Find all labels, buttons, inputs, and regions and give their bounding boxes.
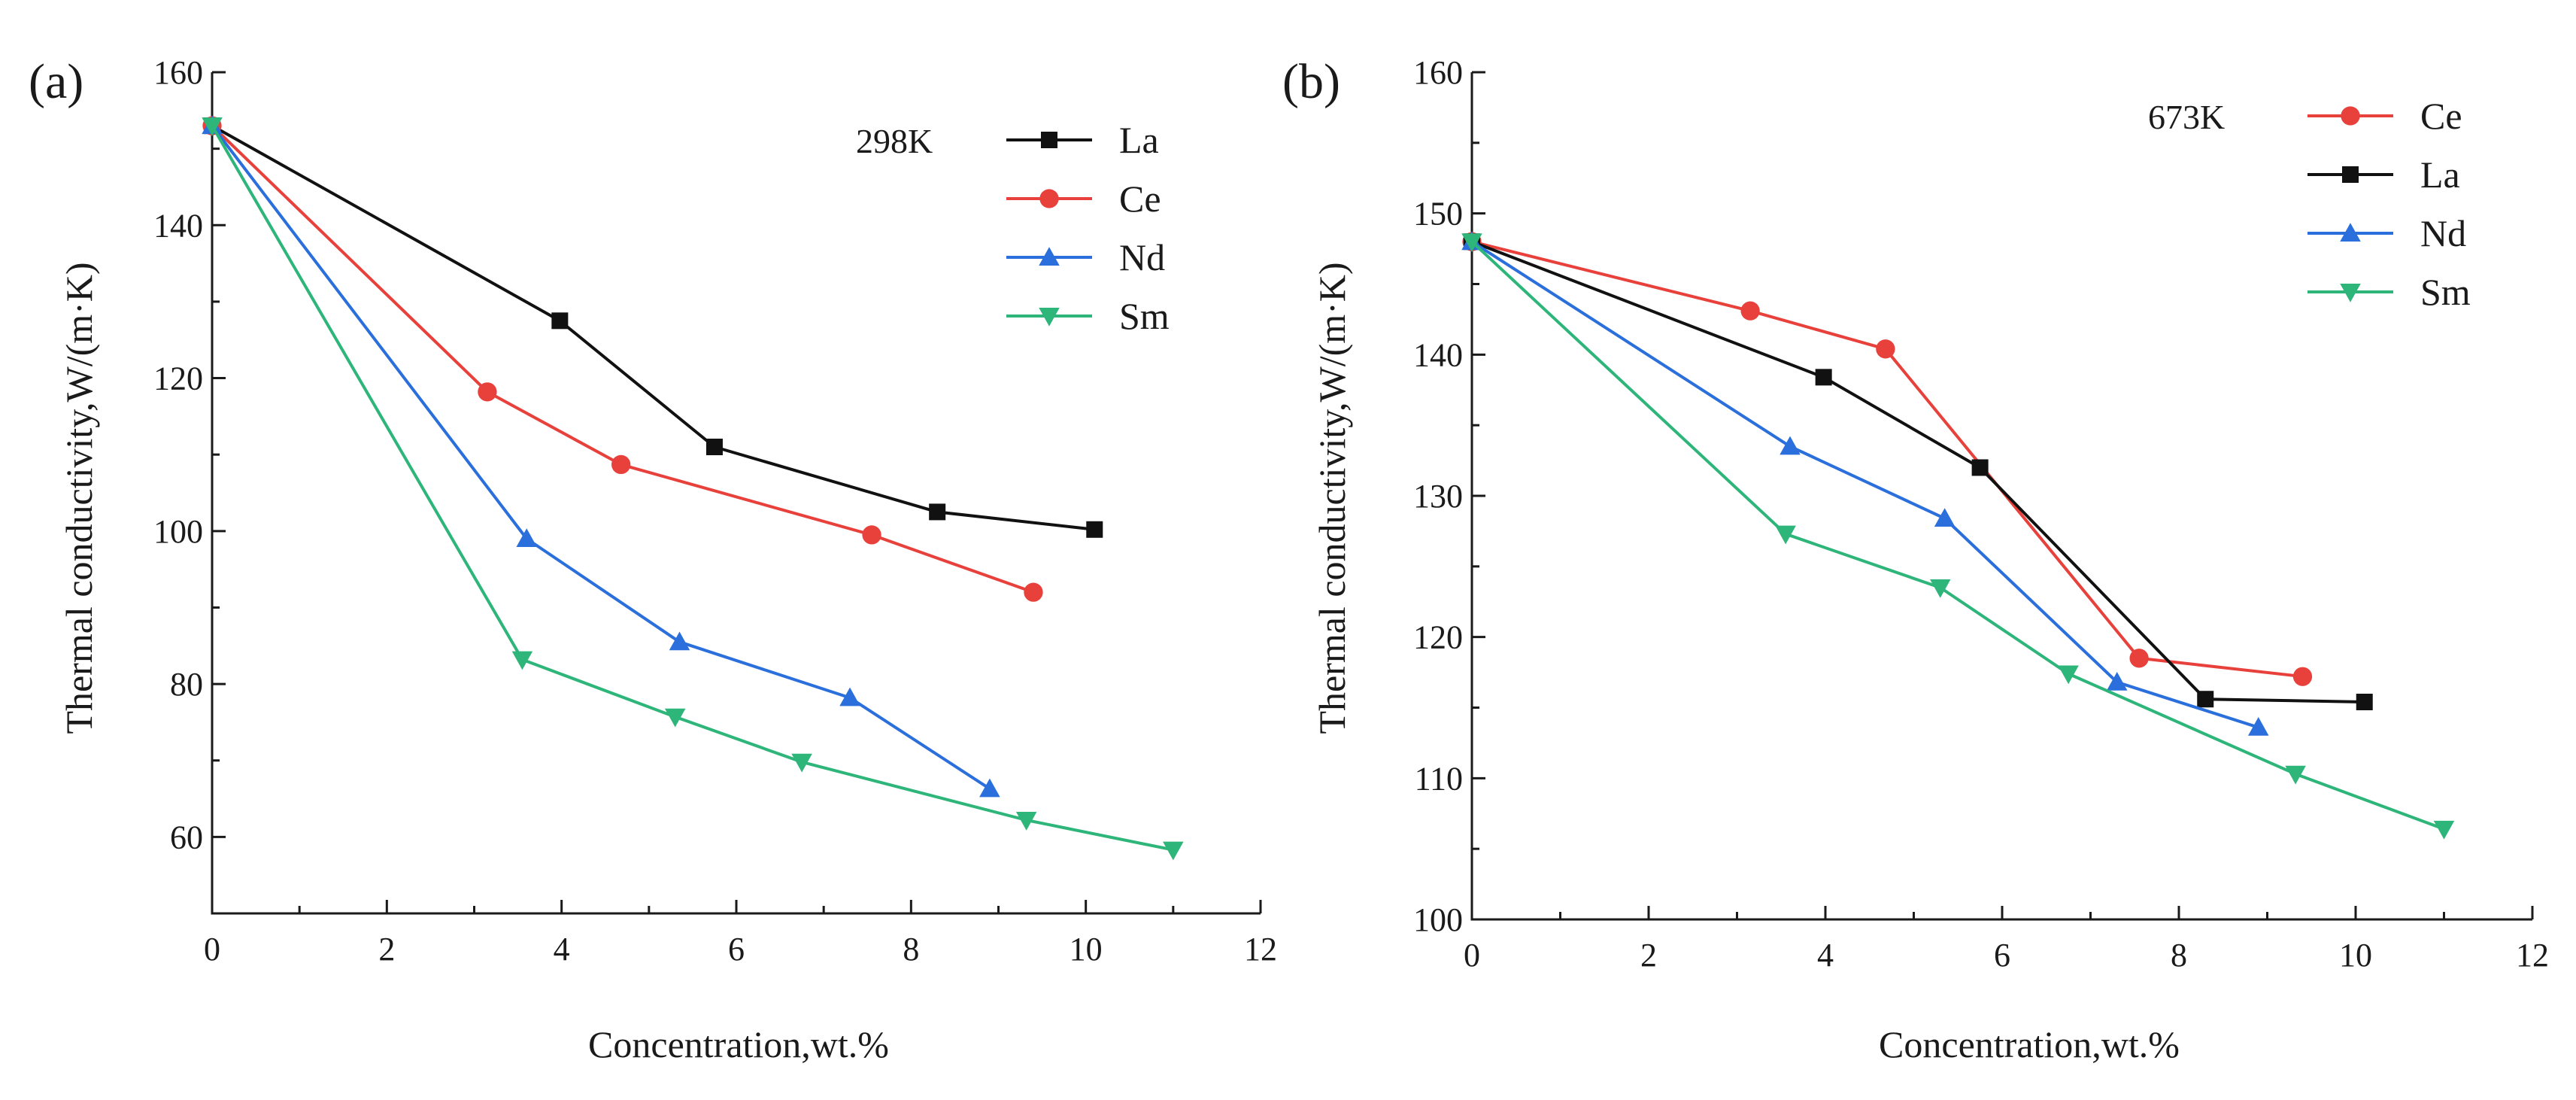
series-line-sm-a: [211, 125, 1174, 852]
data-point-la-a: [705, 439, 723, 456]
y-tick-label-a: 100: [153, 513, 203, 550]
data-point-nd-a: [839, 687, 860, 706]
panel-a: (a) Thermal conductivity,W/(m·K) Concent…: [29, 54, 1277, 1065]
data-point-nd-b: [2248, 717, 2269, 736]
x-tick-label-b: 0: [1464, 937, 1480, 974]
y-tick-label-b: 130: [1413, 478, 1463, 515]
y-tick-label-a: 60: [170, 819, 203, 855]
data-point-sm-b: [2058, 665, 2079, 685]
x-tick-label-b: 6: [1994, 937, 2010, 974]
data-point-ce-b: [1876, 339, 1895, 359]
temperature-label-b: 673K: [2148, 98, 2225, 136]
legend-label-sm-a: Sm: [1119, 295, 1170, 337]
x-axis-title-a: Concentration,wt.%: [588, 1023, 889, 1065]
data-point-sm-a: [1015, 812, 1037, 831]
legend-marker-sm-b: [2340, 284, 2361, 302]
data-point-sm-b: [2285, 765, 2306, 785]
x-axis-title-b: Concentration,wt.%: [1879, 1023, 2180, 1065]
x-tick-label-a: 2: [378, 931, 395, 968]
legend-marker-ce-b: [2341, 106, 2360, 126]
legend-label-nd-a: Nd: [1119, 236, 1165, 278]
data-point-nd-b: [1934, 508, 1956, 527]
legend-label-sm-b: Sm: [2420, 271, 2471, 313]
series-line-sm-b: [1470, 240, 2445, 831]
x-tick-label-b: 10: [2339, 937, 2372, 974]
y-tick-label-a: 160: [153, 54, 203, 91]
data-point-la-b: [2197, 691, 2214, 708]
x-tick-label-a: 6: [728, 931, 745, 968]
data-point-nd-a: [516, 528, 537, 547]
data-point-sm-b: [1461, 233, 1482, 252]
x-tick-label-a: 12: [1244, 931, 1277, 968]
x-tick-label-b: 4: [1817, 937, 1834, 974]
legend-label-ce-a: Ce: [1119, 178, 1161, 220]
temperature-label-a: 298K: [856, 122, 933, 160]
data-point-la-b: [1815, 369, 1832, 386]
legend-marker-nd-b: [2340, 223, 2361, 242]
y-tick-label-b: 160: [1413, 54, 1463, 91]
y-tick-label-b: 100: [1413, 901, 1463, 938]
legend-marker-nd-a: [1039, 247, 1060, 266]
legend-marker-ce-a: [1039, 189, 1059, 208]
panel-b: (b) Thermal conductivity,W/(m·K) Concent…: [1282, 54, 2549, 1065]
data-point-ce-b: [2292, 667, 2313, 686]
data-point-sm-a: [1163, 841, 1184, 861]
legend-marker-la-b: [2342, 166, 2359, 183]
data-point-sm-a: [664, 708, 686, 728]
data-point-nd-b: [1780, 436, 1801, 455]
y-tick-label-b: 110: [1415, 760, 1463, 797]
data-point-nd-a: [669, 631, 690, 651]
data-point-sm-b: [2433, 820, 2455, 840]
y-axis-title-a: Thermal conductivity,W/(m·K): [58, 262, 100, 734]
y-tick-label-b: 140: [1413, 336, 1463, 373]
data-point-la-a: [1086, 521, 1103, 538]
y-tick-label-a: 140: [153, 207, 203, 244]
data-point-sm-a: [202, 117, 223, 136]
data-point-sm-a: [511, 651, 533, 670]
x-tick-label-b: 2: [1640, 937, 1657, 974]
legend-label-la-a: La: [1119, 119, 1159, 161]
plot-area-a: 0 2 4 6 8 10 12 60 80 100 120 140 160 La Ce Nd Sm: [153, 54, 1277, 968]
x-tick-label-a: 4: [554, 931, 570, 968]
data-point-la-b: [2356, 693, 2373, 710]
x-tick-label-b: 12: [2516, 937, 2549, 974]
data-point-ce-b: [1740, 301, 1760, 321]
x-tick-label-a: 8: [903, 931, 919, 968]
plot-area-b: 0 2 4 6 8 10 12 100 110 120 130 140 150 160 Ce La Nd Sm: [1413, 54, 2549, 974]
x-tick-label-a: 0: [204, 931, 220, 968]
legend-label-nd-b: Nd: [2420, 212, 2466, 254]
data-point-sm-b: [1930, 579, 1951, 598]
data-point-sm-b: [1775, 525, 1796, 545]
data-point-ce-a: [1024, 582, 1043, 602]
panel-label-a: (a): [29, 54, 83, 109]
data-point-la-b: [1971, 459, 1989, 476]
data-point-nd-b: [2107, 671, 2128, 691]
legend-marker-sm-a: [1039, 308, 1060, 327]
legend-label-ce-b: Ce: [2420, 95, 2462, 137]
data-point-nd-a: [979, 778, 1000, 798]
data-point-la-a: [929, 503, 946, 521]
data-point-ce-b: [2129, 649, 2149, 668]
legend-label-la-b: La: [2420, 153, 2460, 196]
x-tick-label-a: 10: [1070, 931, 1103, 968]
data-point-sm-a: [791, 753, 812, 773]
legend-marker-la-a: [1041, 132, 1057, 148]
y-tick-label-b: 120: [1413, 619, 1463, 656]
y-axis-title-b: Thermal conductivity,W/(m·K): [1311, 262, 1353, 734]
data-point-la-a: [551, 312, 569, 330]
data-point-ce-a: [478, 382, 497, 402]
data-point-ce-a: [862, 525, 881, 545]
y-tick-label-b: 150: [1413, 196, 1463, 232]
data-point-ce-a: [611, 454, 631, 475]
y-tick-label-a: 120: [153, 360, 203, 397]
y-tick-label-a: 80: [170, 666, 203, 703]
panel-label-b: (b): [1282, 54, 1340, 109]
x-tick-label-b: 8: [2171, 937, 2187, 974]
